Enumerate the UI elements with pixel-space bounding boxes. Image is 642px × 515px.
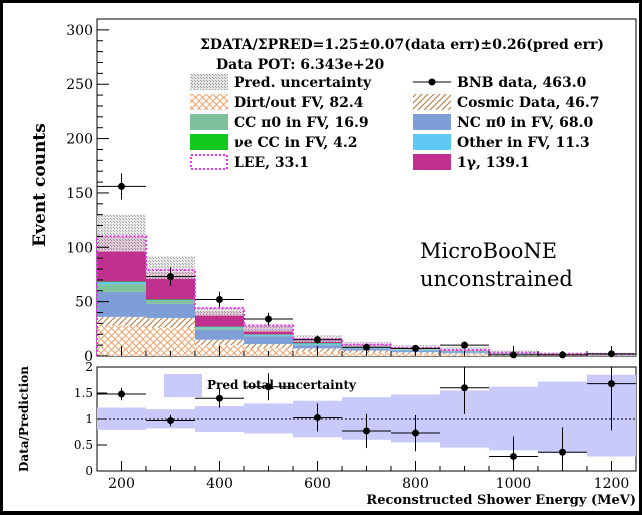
ratio-point-4 bbox=[314, 414, 321, 421]
legend-swatch-4 bbox=[190, 114, 228, 130]
top-ytick-label: 200 bbox=[66, 132, 93, 148]
legend-label-1: BNB data, 463.0 bbox=[457, 75, 587, 91]
x-tick-label: 1200 bbox=[594, 476, 630, 492]
stack-bar-2-2 bbox=[195, 330, 244, 340]
top-ytick-label: 100 bbox=[66, 240, 93, 256]
stack-bar-3-2 bbox=[195, 328, 244, 330]
x-tick-label: 1000 bbox=[496, 476, 532, 492]
legend-label-5: NC π0 in FV, 68.0 bbox=[457, 115, 594, 131]
stack-bar-4-1 bbox=[146, 300, 195, 301]
x-tick-label: 400 bbox=[206, 476, 233, 492]
ratio-point-6 bbox=[412, 430, 419, 437]
ratio-legend-label: Pred total uncertainty bbox=[207, 378, 357, 392]
data-point-2 bbox=[216, 296, 223, 303]
top-ytick-label: 50 bbox=[75, 295, 93, 311]
stack-bar-2-3 bbox=[244, 336, 293, 344]
legend-swatch-lee bbox=[191, 155, 227, 169]
stack-bar-2-1 bbox=[146, 304, 195, 318]
data-point-3 bbox=[265, 316, 272, 323]
uncertainty-bin-0 bbox=[97, 215, 146, 252]
legend-swatch-5 bbox=[413, 114, 451, 130]
legend: Pred. uncertainty BNB data, 463.0 Dirt/out… bbox=[190, 74, 600, 171]
legend-label-6: νe CC in FV, 4.2 bbox=[234, 135, 357, 151]
ratio-ytick-label: 1 bbox=[85, 412, 93, 426]
x-axis-label: Reconstructed Shower Energy (MeV) bbox=[366, 493, 636, 508]
experiment-label: MicroBooNE bbox=[420, 239, 557, 263]
stack-bar-3-4 bbox=[293, 345, 342, 346]
ratio-legend-swatch bbox=[164, 374, 202, 397]
x-tick-label: 800 bbox=[402, 476, 429, 492]
data-point-7 bbox=[461, 342, 468, 349]
top-y-axis-label: Event counts bbox=[30, 123, 50, 247]
stack-bar-1-0 bbox=[97, 317, 146, 326]
stack-bar-3-1 bbox=[146, 301, 195, 304]
legend-data-marker bbox=[429, 79, 436, 86]
ratio-ytick-label: 1.5 bbox=[74, 386, 93, 400]
legend-label-7: Other in FV, 11.3 bbox=[457, 135, 590, 151]
stack-bar-1-1 bbox=[146, 318, 195, 328]
ratio-ytick-label: 0 bbox=[85, 464, 93, 478]
stack-bar-4-2 bbox=[195, 327, 244, 328]
stack-bar-3-0 bbox=[97, 284, 146, 292]
legend-label-8: LEE, 33.1 bbox=[234, 155, 309, 171]
x-tick-label: 600 bbox=[304, 476, 331, 492]
stack-bar-1-3 bbox=[244, 344, 293, 348]
top-ytick-label: 250 bbox=[66, 77, 93, 93]
ratio-point-8 bbox=[510, 453, 517, 460]
ratio-point-0 bbox=[118, 391, 125, 398]
data-point-5 bbox=[363, 344, 370, 351]
data-point-4 bbox=[314, 336, 321, 343]
top-ytick-label: 150 bbox=[66, 186, 93, 202]
ratio-y-ticks: 0 0.5 1 1.5 2 bbox=[74, 360, 107, 478]
ratio-point-10 bbox=[608, 380, 615, 387]
scenario-label: unconstrained bbox=[420, 267, 573, 291]
ratio-point-5 bbox=[363, 427, 370, 434]
legend-swatch-7 bbox=[413, 134, 451, 150]
stack-bar-5-2 bbox=[195, 327, 244, 328]
legend-swatch-9 bbox=[413, 154, 451, 170]
legend-swatch-2 bbox=[190, 94, 228, 110]
ratio-point-2 bbox=[216, 395, 223, 402]
legend-label-3: Cosmic Data, 46.7 bbox=[457, 95, 600, 111]
ratio-y-axis-label: Data/Prediction bbox=[17, 366, 31, 472]
legend-swatch-3 bbox=[413, 94, 451, 110]
x-tick-label: 200 bbox=[108, 476, 135, 492]
ratio-point-9 bbox=[559, 449, 566, 456]
chart-svg: 0 50 100 150 200 250 300 Event counts ΣDATA/ΣP… bbox=[3, 3, 639, 511]
stack-bar-2-0 bbox=[97, 292, 146, 317]
data-point-0 bbox=[118, 183, 125, 190]
stack-bar-1-2 bbox=[195, 340, 244, 345]
ratio-ytick-label: 0.5 bbox=[74, 438, 93, 452]
stack-bar-5-0 bbox=[97, 282, 146, 283]
stack-bar-5-1 bbox=[146, 299, 195, 300]
legend-swatch-6 bbox=[190, 134, 228, 150]
stack-bar-4-0 bbox=[97, 282, 146, 284]
legend-label-0: Pred. uncertainty bbox=[234, 75, 372, 91]
ratio-ytick-label: 2 bbox=[85, 360, 93, 374]
data-point-1 bbox=[167, 273, 174, 280]
top-ytick-label: 300 bbox=[66, 23, 93, 39]
legend-label-2: Dirt/out FV, 82.4 bbox=[234, 95, 364, 111]
chart-frame: 0 50 100 150 200 250 300 Event counts ΣDATA/ΣP… bbox=[3, 3, 639, 511]
ratio-header: ΣDATA/ΣPRED=1.25±0.07(data err)±0.26(pre… bbox=[200, 37, 604, 53]
stack-bar-3-3 bbox=[244, 336, 293, 337]
ratio-x-ticks: 200 400 600 800 1000 1200 bbox=[108, 461, 629, 492]
ratio-point-7 bbox=[461, 384, 468, 391]
legend-label-4: CC π0 in FV, 16.9 bbox=[234, 115, 369, 131]
data-pot: Data POT: 6.343e+20 bbox=[216, 57, 385, 73]
legend-swatch-uncertainty bbox=[190, 74, 228, 90]
stack-bar-4-3 bbox=[244, 335, 293, 336]
legend-label-9: 1γ, 139.1 bbox=[457, 155, 530, 171]
ratio-point-1 bbox=[167, 417, 174, 424]
